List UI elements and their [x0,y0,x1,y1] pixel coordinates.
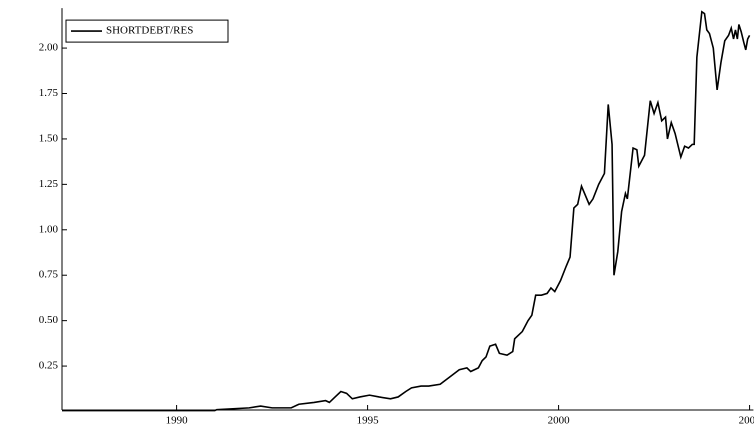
x-tick-label: 1995 [357,415,380,427]
x-tick-label: 2005 [739,415,754,427]
y-tick-label: 2.00 [39,42,59,54]
legend-label: SHORTDEBT/RES [106,25,193,37]
data-line [62,10,751,412]
y-tick-label: 1.75 [39,87,59,99]
y-tick-label: 1.50 [39,132,59,144]
y-tick-label: 1.25 [39,178,59,190]
legend-box [65,19,229,43]
y-tick-label: 0.25 [39,360,59,372]
x-tick-label: 1990 [166,415,189,427]
y-tick-label: 0.75 [39,269,59,281]
y-tick-label: 1.00 [39,223,59,235]
x-tick-label: 2000 [548,415,571,427]
y-tick-label: 0.50 [39,314,59,326]
